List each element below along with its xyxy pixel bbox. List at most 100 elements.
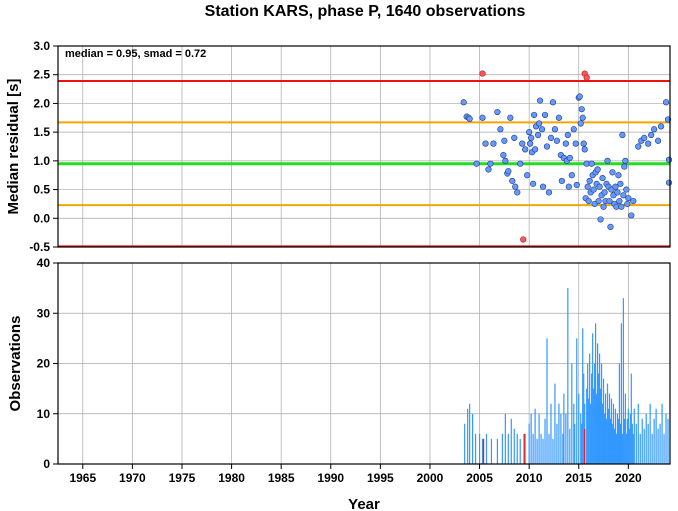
x-tick-label: 1995 bbox=[367, 471, 394, 485]
residual-point bbox=[615, 172, 622, 179]
chart-title: Station KARS, phase P, 1640 observations bbox=[205, 3, 526, 20]
residual-point bbox=[625, 195, 632, 202]
observation-bar bbox=[573, 403, 575, 464]
observation-bar bbox=[665, 413, 667, 464]
residual-point bbox=[547, 134, 555, 141]
observation-bar bbox=[513, 428, 515, 464]
observation-bar bbox=[618, 363, 621, 464]
residual-point bbox=[584, 183, 591, 190]
residual-point bbox=[536, 97, 544, 104]
top-y-tick-label: 0.5 bbox=[33, 183, 50, 197]
observation-bar bbox=[563, 393, 565, 464]
residual-point bbox=[616, 197, 623, 205]
residual-point bbox=[596, 183, 603, 190]
residual-point bbox=[588, 160, 595, 167]
observation-bar bbox=[621, 433, 623, 464]
residual-point bbox=[609, 169, 616, 176]
residual-point bbox=[541, 111, 549, 119]
observation-bar bbox=[602, 378, 605, 464]
x-tick-label: 1970 bbox=[119, 471, 146, 485]
observation-bar bbox=[623, 418, 625, 464]
top-y-tick-label: 3.0 bbox=[33, 39, 50, 53]
observation-bar bbox=[655, 408, 657, 464]
bottom-y-tick-label: 0 bbox=[43, 457, 50, 471]
observation-bar bbox=[598, 353, 601, 464]
residual-point bbox=[577, 120, 584, 127]
top-plot-frame bbox=[57, 45, 671, 248]
observation-bar bbox=[626, 418, 628, 464]
observation-bar bbox=[616, 413, 619, 464]
residual-point bbox=[519, 140, 526, 147]
residual-point bbox=[662, 99, 670, 106]
bottom-yticks: 40 30 20 10 0 bbox=[37, 256, 58, 471]
median-smad-annotation: median = 0.95, smad = 0.72 bbox=[65, 48, 206, 60]
observation-bar bbox=[612, 403, 615, 464]
residual-point bbox=[604, 157, 611, 164]
residual-point bbox=[594, 166, 601, 173]
bottom-y-tick-label: 40 bbox=[37, 256, 51, 270]
observation-bar bbox=[611, 423, 614, 464]
observation-bar bbox=[639, 433, 641, 464]
top-y-tick-label: 2.5 bbox=[33, 68, 50, 82]
x-tick-label: 2020 bbox=[615, 471, 642, 485]
observation-bar bbox=[516, 433, 518, 464]
observation-bar bbox=[581, 423, 583, 464]
residual-point bbox=[565, 183, 572, 190]
top-yticks: 3.0 2.5 2.0 1.5 1.0 0.5 0.0 -0.5 bbox=[29, 39, 58, 254]
bottom-bars bbox=[464, 288, 669, 464]
observation-bar bbox=[560, 413, 562, 464]
residual-point bbox=[531, 111, 538, 119]
observation-bar bbox=[617, 418, 620, 464]
observation-bar bbox=[469, 403, 471, 464]
residual-point bbox=[590, 186, 597, 193]
observation-bar bbox=[632, 433, 634, 464]
bottom-xlabel: Year bbox=[348, 496, 380, 511]
residual-point bbox=[581, 146, 588, 153]
residual-point bbox=[528, 134, 535, 141]
outlier-bar bbox=[482, 438, 485, 464]
residual-point bbox=[573, 181, 580, 189]
residual-point bbox=[487, 160, 494, 167]
top-points bbox=[460, 70, 673, 243]
observation-bar bbox=[534, 408, 536, 464]
observation-bar bbox=[641, 418, 643, 464]
observation-bar bbox=[607, 408, 610, 464]
residual-point bbox=[595, 197, 602, 205]
residual-point bbox=[479, 114, 486, 121]
observation-bar bbox=[614, 408, 617, 464]
residual-point bbox=[628, 212, 635, 219]
residual-point bbox=[572, 140, 579, 147]
residual-point bbox=[511, 134, 518, 141]
outlier-point bbox=[479, 70, 486, 77]
residual-point bbox=[665, 156, 673, 163]
residual-point bbox=[607, 223, 614, 230]
observation-bar bbox=[587, 363, 589, 464]
observation-bar bbox=[582, 328, 584, 464]
residual-point bbox=[530, 180, 537, 187]
observation-bar bbox=[530, 413, 532, 464]
residual-point bbox=[555, 114, 563, 121]
observation-bar bbox=[490, 438, 493, 464]
residual-point bbox=[507, 114, 514, 121]
top-y-tick-label: 0.0 bbox=[33, 211, 50, 225]
observation-bar bbox=[569, 428, 571, 464]
observation-bar bbox=[643, 428, 645, 464]
residual-point bbox=[654, 137, 662, 144]
observation-bar bbox=[631, 423, 633, 464]
observation-bar bbox=[540, 433, 542, 464]
observation-bar bbox=[627, 408, 629, 464]
observation-bar bbox=[565, 413, 567, 464]
residual-point bbox=[614, 189, 621, 196]
top-grid bbox=[58, 45, 670, 248]
residual-point bbox=[617, 180, 624, 187]
residual-point bbox=[564, 131, 571, 139]
bottom-y-tick-label: 20 bbox=[37, 357, 51, 371]
residual-point bbox=[505, 168, 512, 175]
observation-bar bbox=[544, 418, 546, 464]
observation-bar bbox=[546, 338, 548, 464]
residual-point bbox=[630, 197, 637, 205]
residual-point bbox=[624, 200, 631, 208]
observation-bar bbox=[548, 433, 550, 464]
observation-bar bbox=[647, 423, 649, 464]
residual-point bbox=[566, 154, 573, 162]
